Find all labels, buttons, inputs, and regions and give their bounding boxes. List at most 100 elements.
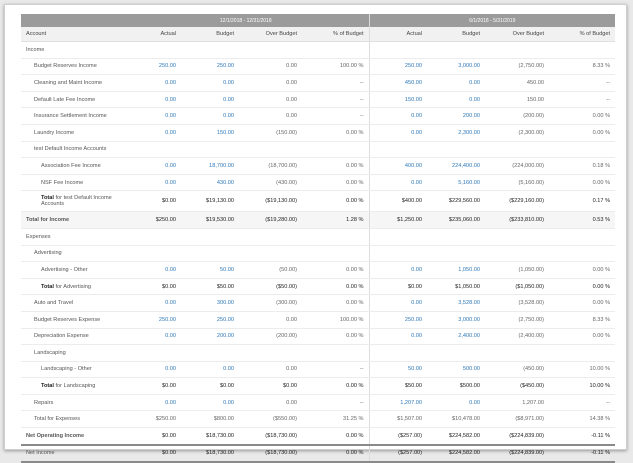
cell-pct-of-budget-period-2 (549, 245, 616, 263)
cell-actual-period-1[interactable]: 0.00 (123, 74, 181, 92)
cell-pct-of-budget-period-1: 1.28 % (302, 211, 370, 229)
cell-budget-period-2[interactable]: 3,000.00 (427, 311, 486, 329)
cell-actual-period-1[interactable]: 0.00 (123, 394, 181, 412)
cell-budget-period-1[interactable]: 0.00 (181, 91, 239, 109)
cell-actual-period-2[interactable]: 400.00 (368, 157, 428, 175)
cell-budget-period-2[interactable]: 2,400.00 (427, 328, 486, 346)
budget-vs-actual-report: 12/1/2018 - 12/31/2018 6/1/2018 - 5/31/2… (21, 14, 616, 463)
cell-actual-period-1[interactable]: 0.00 (123, 174, 181, 192)
cell-budget-period-2[interactable]: 0.00 (427, 394, 486, 412)
cell-actual-period-1[interactable]: 250.00 (123, 311, 181, 329)
cell-budget-period-2[interactable]: 5,160.00 (427, 174, 486, 192)
account-cell: test Default Income Accounts (21, 141, 123, 159)
cell-budget-period-1[interactable]: 200.00 (181, 328, 239, 346)
cell-budget-period-2[interactable]: 500.00 (427, 361, 486, 379)
cell-over-budget-period-2: 1,207.00 (485, 394, 550, 412)
cell-budget-period-2[interactable]: 1,050.00 (427, 261, 486, 279)
cell-actual-period-2[interactable]: 0.00 (368, 328, 428, 346)
account-label: Income (26, 46, 45, 53)
cell-budget-period-1[interactable]: 0.00 (181, 394, 239, 412)
cell-actual-period-1[interactable]: 0.00 (123, 157, 181, 175)
cell-budget-period-1[interactable]: 430.00 (181, 174, 239, 192)
cell-budget-period-2[interactable]: 200.00 (427, 107, 486, 125)
cell-pct-of-budget-period-2: -- (549, 74, 616, 92)
total-row: Total for test Default Income Accounts $0… (21, 190, 616, 213)
cell-budget-period-2[interactable]: 3,000.00 (427, 58, 486, 76)
account-label: Total for Income (26, 217, 70, 224)
cell-budget-period-1: $50.00 (181, 278, 239, 296)
cell-pct-of-budget-period-1: 0.00 % (302, 261, 370, 279)
cell-actual-period-1[interactable]: 0.00 (123, 91, 181, 109)
cell-actual-period-2[interactable]: 0.00 (368, 294, 428, 312)
cell-actual-period-1[interactable]: 0.00 (123, 124, 181, 142)
section-row: Advertising (21, 245, 616, 263)
cell-pct-of-budget-period-2: 8.33 % (549, 58, 616, 76)
cell-actual-period-2[interactable]: 250.00 (368, 311, 428, 329)
cell-actual-period-2[interactable]: 0.00 (368, 124, 428, 142)
cell-budget-period-1[interactable]: 250.00 (181, 58, 239, 76)
cell-budget-period-1[interactable]: 150.00 (181, 124, 239, 142)
cell-actual-period-2[interactable]: 1,207.00 (368, 394, 428, 412)
cell-budget-period-1[interactable]: 0.00 (181, 361, 239, 379)
cell-over-budget-period-2 (485, 344, 550, 362)
cell-actual-period-1: $0.00 (123, 278, 181, 296)
table-row: Depreciation Expense 0.00 200.00 (200.00) 0.… (21, 328, 616, 346)
cell-budget-period-1[interactable]: 250.00 (181, 311, 239, 329)
cell-budget-period-2[interactable]: 0.00 (427, 74, 486, 92)
cell-actual-period-2[interactable]: 0.00 (368, 107, 428, 125)
report-window: 12/1/2018 - 12/31/2018 6/1/2018 - 5/31/2… (4, 4, 627, 463)
cell-actual-period-2: ($257.00) (368, 427, 428, 446)
total-row: Net Income $0.00 $18,730.00 ($18,730.00) 0.0… (21, 444, 616, 463)
cell-actual-period-1[interactable]: 0.00 (123, 328, 181, 346)
cell-actual-period-1[interactable]: 0.00 (123, 361, 181, 379)
cell-actual-period-1[interactable]: 250.00 (123, 58, 181, 76)
cell-actual-period-1[interactable]: 0.00 (123, 294, 181, 312)
cell-actual-period-2[interactable]: 50.00 (368, 361, 428, 379)
table-row: Cleaning and Maint Income 0.00 0.00 0.00 -- 4… (21, 74, 616, 92)
cell-budget-period-2[interactable]: 2,300.00 (427, 124, 486, 142)
cell-budget-period-1[interactable]: 18,700.00 (181, 157, 239, 175)
account-cell: Total for Income (21, 211, 123, 229)
cell-actual-period-2: $1,507.00 (368, 410, 428, 429)
cell-budget-period-1 (181, 41, 239, 59)
cell-over-budget-period-1: ($19,280.00) (239, 211, 302, 229)
account-label: Total for Advertising (41, 284, 118, 290)
total-row: Total for Expenses $250.00 $800.00 ($550.00… (21, 410, 616, 429)
cell-actual-period-2[interactable]: 250.00 (368, 58, 428, 76)
cell-pct-of-budget-period-1: -- (302, 91, 370, 109)
cell-pct-of-budget-period-1 (302, 344, 370, 362)
cell-over-budget-period-2 (485, 41, 550, 59)
cell-actual-period-1[interactable]: 0.00 (123, 261, 181, 279)
period-header-row: 12/1/2018 - 12/31/2018 6/1/2018 - 5/31/2… (21, 14, 616, 27)
cell-budget-period-2[interactable]: 224,400.00 (427, 157, 486, 175)
table-row: Default Late Fee Income 0.00 0.00 0.00 -- 150… (21, 91, 616, 109)
column-header-account: Account (21, 27, 123, 42)
cell-over-budget-period-2: 450.00 (485, 74, 550, 92)
cell-pct-of-budget-period-2: 0.00 % (549, 124, 616, 142)
account-label: Insurance Settlement Income (34, 113, 107, 120)
account-label: Association Fee Income (41, 162, 101, 169)
cell-actual-period-2 (368, 245, 428, 263)
cell-budget-period-1[interactable]: 0.00 (181, 107, 239, 125)
cell-pct-of-budget-period-1 (302, 41, 370, 59)
cell-actual-period-2[interactable]: 450.00 (368, 74, 428, 92)
cell-pct-of-budget-period-2: 0.00 % (549, 278, 616, 296)
cell-actual-period-2[interactable]: 0.00 (368, 261, 428, 279)
cell-budget-period-1[interactable]: 50.00 (181, 261, 239, 279)
cell-over-budget-period-1: (300.00) (239, 294, 302, 312)
column-header-actual: Actual (368, 27, 428, 42)
cell-budget-period-2[interactable]: 3,528.00 (427, 294, 486, 312)
cell-budget-period-1[interactable]: 300.00 (181, 294, 239, 312)
cell-budget-period-2[interactable]: 0.00 (427, 91, 486, 109)
report-body: Income Budget Reserves Income 250.00 250.00… (21, 41, 616, 463)
cell-budget-period-1[interactable]: 0.00 (181, 74, 239, 92)
cell-pct-of-budget-period-1: 0.00 % (302, 190, 370, 213)
cell-actual-period-2: $50.00 (368, 377, 428, 395)
cell-over-budget-period-2 (485, 141, 550, 159)
cell-actual-period-2[interactable]: 150.00 (368, 91, 428, 109)
account-cell: Net Income (21, 444, 123, 463)
cell-actual-period-1[interactable]: 0.00 (123, 107, 181, 125)
account-cell: Income (21, 41, 123, 59)
cell-over-budget-period-2: (2,400.00) (485, 328, 550, 346)
cell-actual-period-2[interactable]: 0.00 (368, 174, 428, 192)
